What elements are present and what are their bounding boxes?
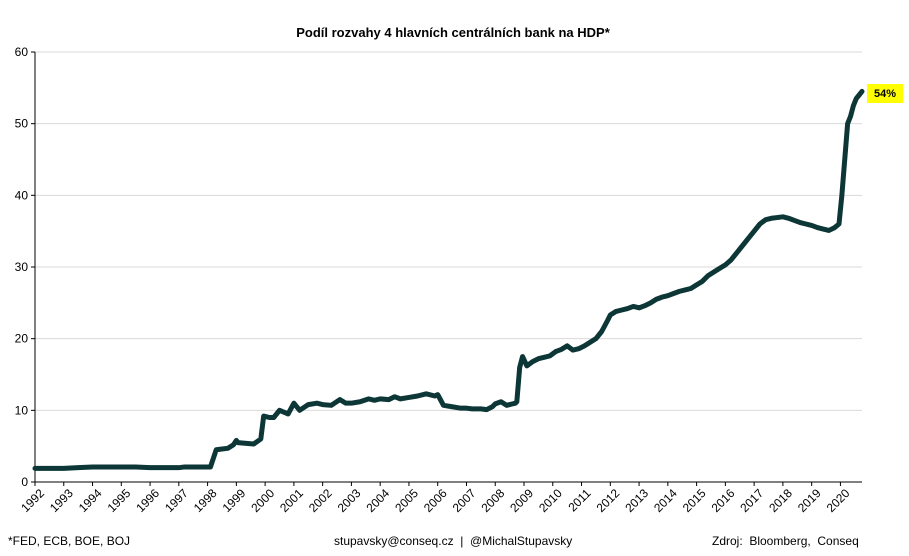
x-tick-label: 2018	[766, 486, 795, 515]
x-tick-label: 2004	[363, 486, 392, 515]
x-tick-label: 1993	[47, 486, 76, 515]
x-axis-tick-labels: 1992 1993 1994 1995 1996 1997 1998 1999 2000 2001…	[18, 486, 852, 515]
x-tick-label: 1998	[191, 486, 220, 515]
x-tick-label: 2015	[680, 486, 709, 515]
y-tick-label: 60	[15, 45, 29, 59]
y-tick-label: 20	[15, 332, 29, 346]
grid-lines	[35, 51, 862, 411]
axes	[31, 51, 862, 486]
x-tick-label: 2019	[795, 486, 824, 515]
x-tick-label: 2013	[622, 486, 651, 515]
y-tick-label: 0	[21, 475, 28, 489]
y-tick-label: 50	[15, 117, 29, 131]
end-value-callout: 54%	[867, 84, 903, 103]
y-tick-label: 10	[15, 403, 29, 417]
x-tick-label: 2000	[248, 486, 277, 515]
footnote: *FED, ECB, BOE, BOJ	[8, 534, 131, 548]
source-note: Zdroj: Bloomberg, Conseq	[712, 534, 859, 548]
callout-label: 54%	[874, 88, 896, 100]
x-tick-label: 2003	[335, 486, 364, 515]
x-tick-label: 2008	[479, 486, 508, 515]
x-tick-label: 1997	[162, 486, 191, 515]
series-line	[32, 88, 865, 471]
x-tick-label: 2001	[277, 486, 306, 515]
x-tick-label: 2011	[565, 486, 593, 514]
x-tick-label: 2006	[421, 486, 450, 515]
y-tick-label: 30	[15, 260, 29, 274]
author-contact: stupavsky@conseq.cz | @MichalStupavsky	[334, 534, 573, 548]
y-tick-label: 40	[15, 188, 29, 202]
x-tick-label: 2012	[594, 486, 623, 515]
x-tick-label: 1999	[220, 486, 249, 515]
callout-background	[867, 84, 903, 103]
x-tick-label: 1996	[133, 486, 162, 515]
x-tick-label: 1995	[105, 486, 134, 515]
y-axis-tick-labels: 0 10 20 30 40 50 60	[15, 45, 29, 489]
x-tick-label: 2007	[450, 486, 479, 515]
x-tick-label: 2009	[507, 486, 536, 515]
x-tick-label: 2020	[824, 486, 853, 515]
chart-title: Podíl rozvahy 4 hlavních centrálních ban…	[296, 25, 610, 40]
x-tick-label: 2002	[306, 486, 335, 515]
x-tick-label: 2010	[536, 486, 565, 515]
x-tick-label: 2017	[737, 486, 766, 515]
x-tick-label: 2005	[392, 486, 421, 515]
x-tick-label: 2016	[709, 486, 738, 515]
x-tick-label: 1992	[18, 486, 47, 515]
series-layer	[32, 88, 865, 471]
x-tick-label: 1994	[76, 486, 105, 515]
x-tick-label: 2014	[651, 486, 680, 515]
